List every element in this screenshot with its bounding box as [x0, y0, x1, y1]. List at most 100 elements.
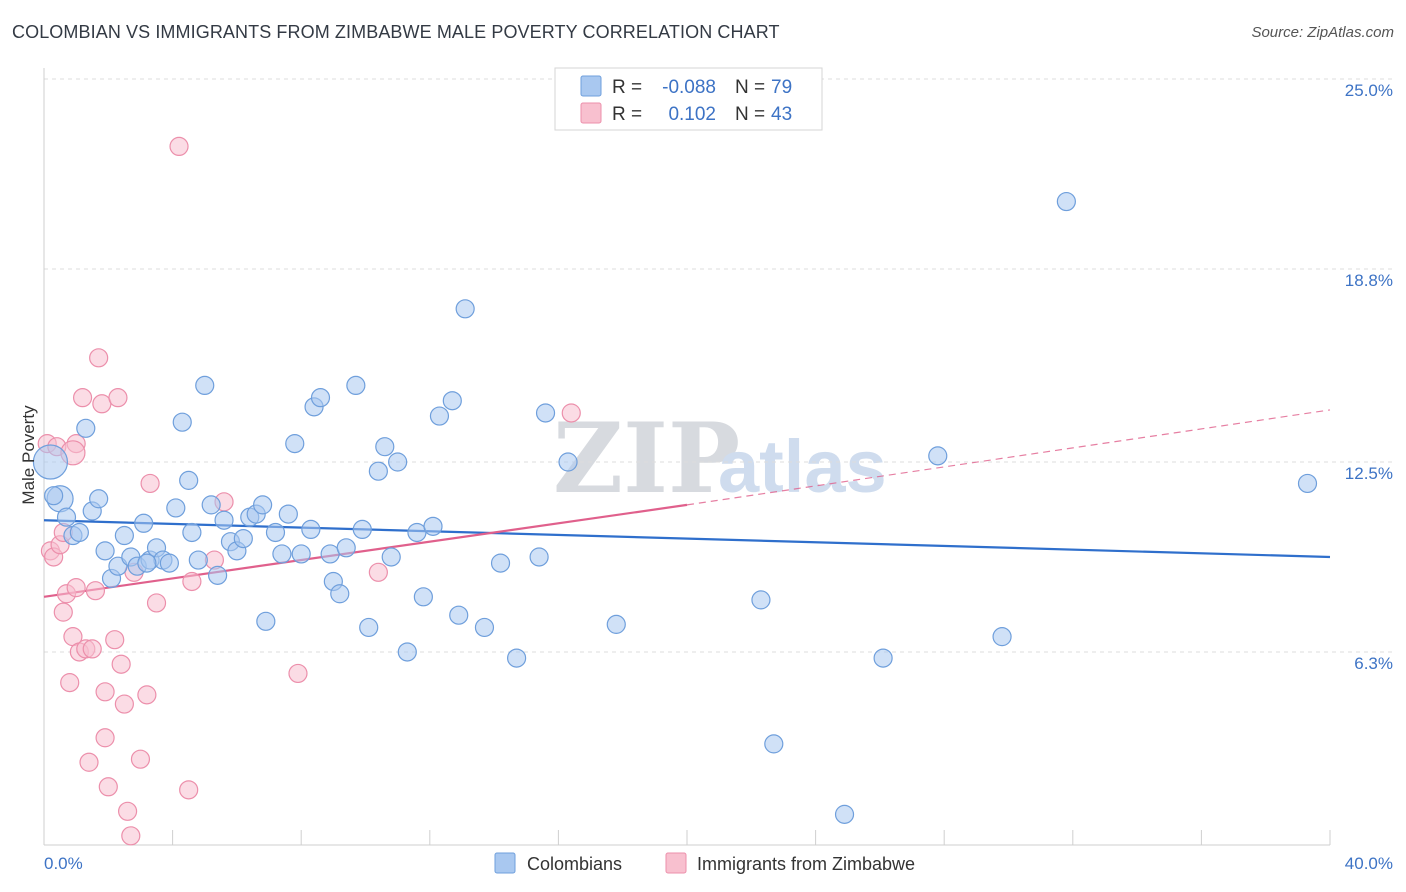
bottom-legend-colombians: Colombians	[527, 854, 622, 874]
legend-r-label-2: R =	[612, 104, 642, 125]
point-colombians	[208, 565, 228, 585]
point-zimbabwe	[66, 578, 86, 598]
point-colombians	[195, 375, 215, 395]
y-tick-label: 25.0%	[1345, 81, 1393, 100]
trend-line-colombians	[43, 519, 1331, 559]
y-tick-label: 12.5%	[1345, 464, 1393, 483]
chart-title: COLOMBIAN VS IMMIGRANTS FROM ZIMBABWE MA…	[12, 22, 780, 42]
point-zimbabwe	[137, 685, 157, 705]
point-colombians	[352, 519, 372, 540]
point-colombians	[166, 498, 186, 518]
point-colombians	[179, 470, 199, 490]
data-points	[32, 136, 1318, 846]
point-colombians	[330, 584, 350, 604]
point-zimbabwe	[105, 630, 125, 650]
point-colombians	[873, 648, 893, 668]
point-colombians	[606, 614, 626, 634]
trend-line-zimbabwe-projection	[686, 409, 1331, 506]
bottom-legend-zimbabwe: Immigrants from Zimbabwe	[697, 854, 915, 874]
point-colombians	[114, 525, 134, 546]
point-colombians	[44, 486, 64, 506]
legend-swatch-zimbabwe	[580, 102, 602, 124]
point-colombians	[455, 299, 475, 319]
point-colombians	[336, 538, 356, 558]
legend-n-value-2: 43	[771, 104, 792, 125]
point-zimbabwe	[169, 136, 189, 157]
point-colombians	[172, 412, 192, 432]
point-colombians	[397, 642, 417, 662]
point-colombians	[285, 434, 305, 454]
point-zimbabwe	[117, 801, 138, 821]
point-colombians	[233, 528, 253, 549]
point-colombians	[368, 461, 388, 481]
point-colombians	[474, 617, 495, 638]
point-zimbabwe	[95, 682, 115, 702]
point-colombians	[89, 489, 109, 509]
legend-r-value-1: -0.088	[662, 77, 716, 98]
point-colombians	[265, 522, 286, 543]
point-colombians	[253, 495, 273, 515]
watermark-zip: ZIP	[553, 402, 740, 515]
point-zimbabwe	[114, 694, 134, 714]
point-colombians	[1056, 191, 1076, 212]
point-colombians	[407, 522, 427, 543]
legend-r-label-1: R =	[612, 77, 642, 98]
point-zimbabwe	[53, 602, 73, 622]
legend-swatch-colombians	[580, 75, 602, 97]
point-zimbabwe	[98, 777, 118, 797]
legend-r-value-2: 0.102	[668, 104, 716, 125]
point-zimbabwe	[85, 581, 106, 601]
point-colombians	[346, 375, 366, 395]
point-colombians	[535, 403, 556, 423]
point-zimbabwe	[140, 473, 160, 494]
point-zimbabwe	[130, 749, 151, 769]
y-tick-label: 6.3%	[1354, 654, 1393, 673]
x-tick-label-min: 0.0%	[44, 854, 83, 873]
y-axis-label: Male Poverty	[19, 405, 38, 505]
point-colombians	[413, 587, 433, 607]
watermark-atlas: atlas	[718, 425, 887, 508]
source-label: Source: ZipAtlas.com	[1251, 24, 1394, 41]
point-colombians	[381, 547, 401, 567]
point-colombians	[310, 388, 331, 408]
point-zimbabwe	[60, 673, 80, 693]
point-colombians	[201, 495, 221, 515]
point-colombians	[558, 452, 578, 472]
point-colombians	[32, 444, 69, 480]
point-colombians	[449, 605, 469, 625]
point-colombians	[272, 544, 292, 564]
point-colombians	[928, 446, 948, 466]
point-colombians	[751, 590, 771, 610]
point-colombians	[320, 544, 340, 564]
point-colombians	[359, 617, 379, 638]
point-colombians	[992, 627, 1012, 647]
trend-line-zimbabwe	[43, 503, 688, 598]
point-colombians	[442, 391, 462, 411]
point-colombians	[159, 553, 179, 573]
legend-n-label-1: N =	[735, 77, 765, 98]
point-colombians	[375, 437, 395, 457]
point-zimbabwe	[179, 780, 199, 800]
point-colombians	[1297, 473, 1318, 494]
legend-n-value-1: 79	[771, 77, 792, 98]
point-colombians	[301, 519, 321, 540]
point-colombians	[95, 541, 115, 561]
point-colombians	[214, 510, 234, 530]
point-zimbabwe	[561, 403, 581, 423]
point-colombians	[529, 547, 549, 567]
point-zimbabwe	[89, 348, 109, 368]
bottom-legend-swatch-colombians	[494, 852, 516, 874]
correlation-legend: R = -0.088 N = 79 R = 0.102 N = 43	[554, 67, 823, 131]
point-zimbabwe	[121, 826, 141, 846]
point-zimbabwe	[111, 654, 131, 674]
point-colombians	[278, 504, 298, 524]
point-colombians	[490, 553, 511, 573]
bottom-legend-swatch-zimbabwe	[665, 852, 687, 874]
point-colombians	[764, 734, 784, 754]
point-zimbabwe	[82, 639, 102, 659]
point-colombians	[291, 544, 311, 564]
point-colombians	[182, 522, 202, 543]
y-tick-label: 18.8%	[1345, 271, 1393, 290]
point-colombians	[423, 516, 443, 536]
